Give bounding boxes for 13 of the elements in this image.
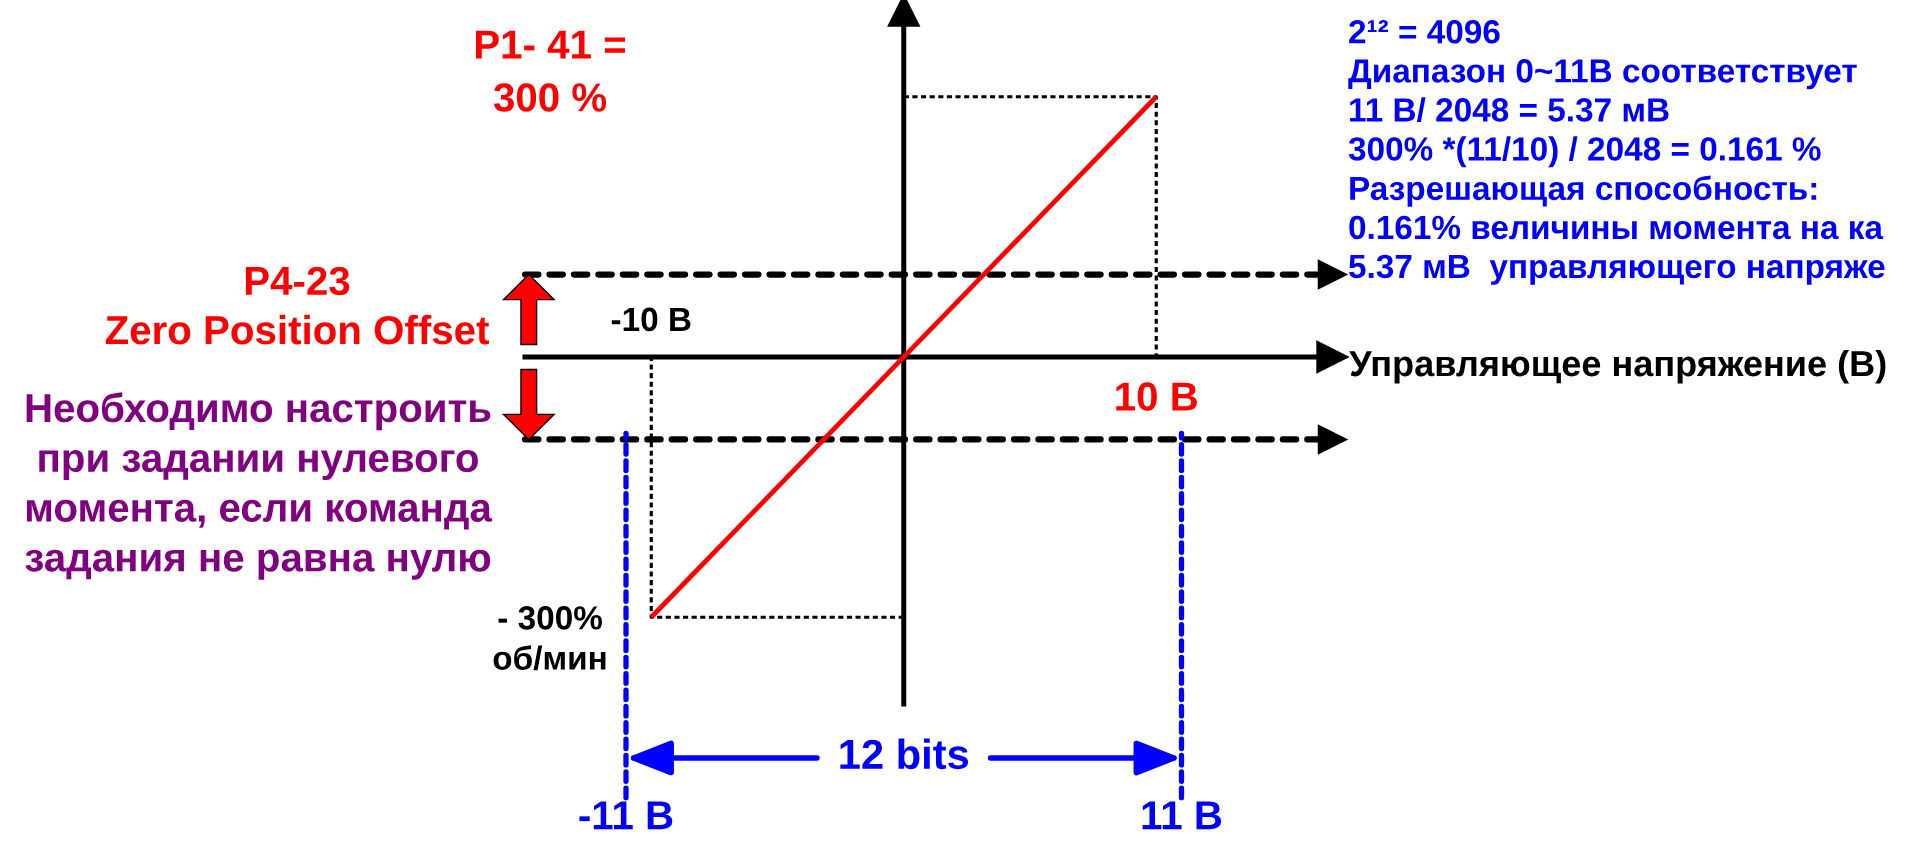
annotation: об/мин <box>493 645 606 671</box>
text: 2¹² = 4096 Диапазон 0~11В соответствует 11 В/ 2048 = 5.37 мВ 300% *(11/10) / 2048 = 0.161 % Разрешающая способность: 0.161% величины момента на ка 5.37 мВ управляющего напряже <box>1348 20 1885 285</box>
x-tick-label: -11 В <box>579 801 673 830</box>
text: Необходимо настроить при задании нулевого момента, если команда задания не равна нулю <box>25 392 493 580</box>
y-tick-label: 300 % <box>493 83 607 112</box>
text: 12 bits <box>840 738 969 770</box>
annotation: 10 В <box>1116 382 1197 411</box>
annotation: -10 В <box>611 307 691 332</box>
x-tick-label: 11 В <box>1142 801 1222 830</box>
text: P4-23 Zero Position Offset <box>105 266 489 345</box>
annotation: P1- 41 = <box>476 30 626 59</box>
y-tick-label: - 300% <box>498 606 602 630</box>
x-axis-title: Управляющее напряжение (В) <box>1349 349 1886 384</box>
